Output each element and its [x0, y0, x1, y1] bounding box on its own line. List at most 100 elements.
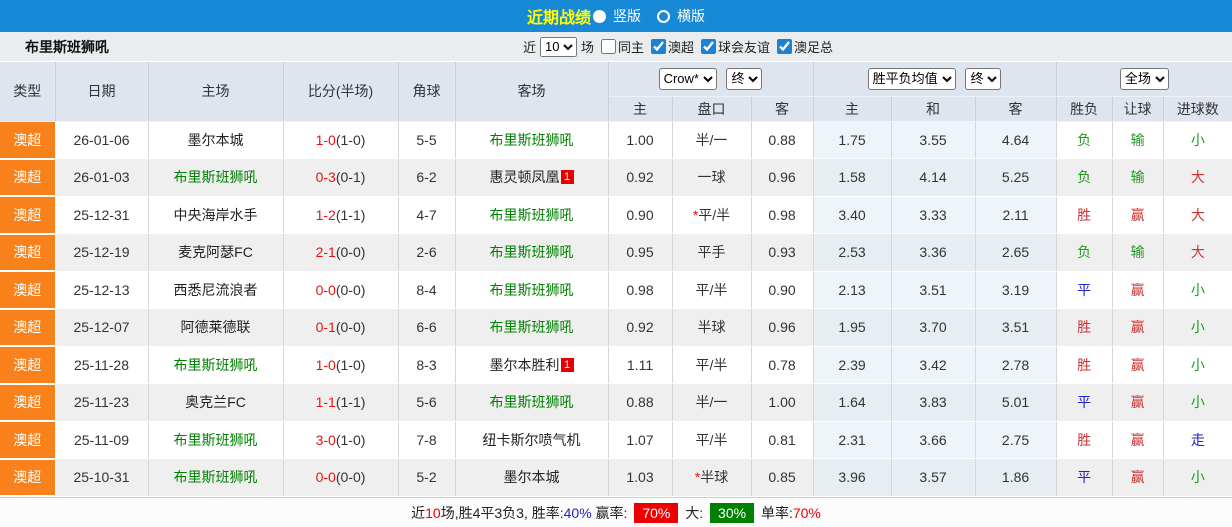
- away-team-cell[interactable]: 布里斯班狮吼: [455, 308, 609, 347]
- a-league-checkbox[interactable]: [651, 39, 666, 54]
- away-team-name[interactable]: 惠灵顿凤凰: [489, 169, 560, 186]
- away-team-cell[interactable]: 惠灵顿凤凰 1: [455, 158, 609, 197]
- away-team-name[interactable]: 纽卡斯尔喷气机: [482, 431, 581, 448]
- home-team-cell[interactable]: 布里斯班狮吼: [148, 458, 284, 497]
- same-home-checkbox[interactable]: [600, 39, 616, 54]
- home-team-cell[interactable]: 布里斯班狮吼: [148, 421, 284, 459]
- home-team-name[interactable]: 中央海岸水手: [173, 206, 258, 223]
- home-team-name[interactable]: 麦克阿瑟FC: [178, 244, 253, 261]
- home-team-cell[interactable]: 中央海岸水手: [148, 196, 284, 234]
- goals-cell: 小: [1163, 271, 1232, 309]
- result-cell: 胜: [1056, 196, 1113, 234]
- team-name-title: 布里斯班狮吼: [25, 38, 109, 55]
- avg-home-cell: 2.13: [813, 271, 892, 309]
- handicap-cell: 半/一: [672, 383, 752, 422]
- same-home-label[interactable]: 同主: [617, 40, 644, 55]
- club-friendly-label[interactable]: 球会友谊: [718, 40, 771, 55]
- away-team-name[interactable]: 墨尔本胜利: [489, 356, 560, 373]
- league-cell: 澳超: [0, 346, 56, 385]
- away-team-cell[interactable]: 布里斯班狮吼: [455, 233, 609, 272]
- away-team-cell[interactable]: 布里斯班狮吼: [455, 196, 609, 234]
- corners-cell: 6-2: [398, 158, 456, 197]
- fulltime-score: 1-0: [315, 356, 336, 373]
- home-team-cell[interactable]: 麦克阿瑟FC: [148, 233, 284, 272]
- home-team-cell[interactable]: 墨尔本城: [148, 121, 284, 159]
- header-home: 主场: [148, 62, 284, 122]
- avg-away-cell: 1.86: [975, 458, 1057, 497]
- home-team-name[interactable]: 布里斯班狮吼: [173, 469, 258, 486]
- avg-odds-select[interactable]: 胜平负均值: [867, 67, 956, 90]
- avg-time-select[interactable]: 终: [965, 67, 1002, 90]
- score-cell: 0-0(0-0): [283, 271, 399, 309]
- away-team-cell[interactable]: 布里斯班狮吼: [455, 271, 609, 309]
- date-cell: 25-10-31: [55, 458, 149, 497]
- home-team-name[interactable]: 布里斯班狮吼: [173, 356, 258, 373]
- avg-home-cell: 1.75: [813, 121, 892, 159]
- handicap-result-cell: 赢: [1112, 421, 1164, 459]
- vertical-view-label[interactable]: 竖版: [613, 8, 641, 24]
- avg-draw-cell: 3.51: [891, 271, 976, 309]
- away-team-name[interactable]: 布里斯班狮吼: [489, 281, 574, 298]
- away-team-name[interactable]: 布里斯班狮吼: [489, 394, 574, 411]
- away-team-name[interactable]: 布里斯班狮吼: [489, 244, 574, 261]
- home-team-name[interactable]: 阿德莱德联: [180, 319, 251, 336]
- fulltime-score: 3-0: [315, 431, 336, 448]
- handicap-value: 平手: [697, 244, 726, 261]
- away-team-name[interactable]: 布里斯班狮吼: [489, 319, 574, 336]
- handicap-result-cell: 输: [1112, 233, 1164, 272]
- avg-away-cell: 4.64: [975, 121, 1057, 159]
- scope-select[interactable]: 全场: [1119, 67, 1169, 90]
- away-team-name[interactable]: 墨尔本城: [503, 469, 560, 486]
- summary-segment: 近: [411, 505, 426, 521]
- match-count-select[interactable]: 10: [539, 36, 577, 57]
- away-team-name[interactable]: 布里斯班狮吼: [489, 206, 574, 223]
- summary-segment: 大:: [681, 505, 708, 521]
- home-team-cell[interactable]: 奥克兰FC: [148, 383, 284, 422]
- handicap-cell: 半/一: [672, 121, 752, 159]
- horizontal-view-label[interactable]: 横版: [677, 8, 705, 24]
- odds-home-cell: 0.98: [608, 271, 673, 309]
- home-team-name[interactable]: 布里斯班狮吼: [173, 169, 258, 186]
- away-team-name[interactable]: 布里斯班狮吼: [489, 131, 574, 148]
- halftime-score: (1-1): [335, 206, 366, 223]
- away-team-cell[interactable]: 墨尔本胜利 1: [455, 346, 609, 384]
- handicap-value: 平/半: [695, 356, 728, 373]
- home-team-name[interactable]: 奥克兰FC: [185, 394, 246, 411]
- odds-company-group: Crow* 终: [608, 62, 814, 97]
- table-row: 澳超 25-12-07 阿德莱德联 0-1(0-0) 6-6 布里斯班狮吼 0.…: [0, 308, 1232, 347]
- table-row: 澳超 25-12-19 麦克阿瑟FC 2-1(0-0) 2-6 布里斯班狮吼 0…: [0, 233, 1232, 272]
- ffa-cup-label[interactable]: 澳足总: [794, 40, 834, 55]
- avg-odds-group: 胜平负均值 终: [813, 62, 1057, 97]
- away-team-cell[interactable]: 墨尔本城: [455, 458, 609, 497]
- home-team-cell[interactable]: 阿德莱德联: [148, 308, 284, 347]
- odds-company-select[interactable]: Crow*: [658, 67, 717, 90]
- corners-cell: 5-6: [398, 383, 456, 422]
- score-cell: 2-1(0-0): [283, 233, 399, 272]
- handicap-result-cell: 赢: [1112, 346, 1164, 384]
- vertical-view-radio-icon[interactable]: [593, 9, 606, 23]
- odds-away-cell: 0.96: [751, 308, 814, 347]
- horizontal-view-radio-icon[interactable]: [657, 9, 670, 23]
- club-friendly-checkbox[interactable]: [701, 39, 717, 54]
- odds-away-cell: 0.96: [751, 158, 814, 197]
- handicap-value: 半球: [697, 319, 726, 336]
- home-team-name[interactable]: 布里斯班狮吼: [173, 431, 258, 448]
- fulltime-score: 1-1: [315, 394, 336, 411]
- header-type: 类型: [0, 62, 56, 122]
- ffa-cup-checkbox[interactable]: [777, 39, 793, 54]
- home-team-cell[interactable]: 布里斯班狮吼: [148, 346, 284, 384]
- away-team-cell[interactable]: 布里斯班狮吼: [455, 383, 609, 422]
- a-league-label[interactable]: 澳超: [668, 40, 695, 55]
- avg-home-cell: 1.58: [813, 158, 892, 197]
- home-team-name[interactable]: 墨尔本城: [187, 131, 244, 148]
- score-cell: 0-0(0-0): [283, 458, 399, 497]
- home-team-cell[interactable]: 布里斯班狮吼: [148, 158, 284, 197]
- odds-time-select[interactable]: 终: [726, 67, 763, 90]
- away-team-cell[interactable]: 布里斯班狮吼: [455, 121, 609, 159]
- result-cell: 负: [1056, 121, 1113, 159]
- avg-away-cell: 3.51: [975, 308, 1057, 347]
- home-team-cell[interactable]: 西悉尼流浪者: [148, 271, 284, 309]
- home-team-name[interactable]: 西悉尼流浪者: [173, 281, 258, 298]
- away-team-cell[interactable]: 纽卡斯尔喷气机: [455, 421, 609, 459]
